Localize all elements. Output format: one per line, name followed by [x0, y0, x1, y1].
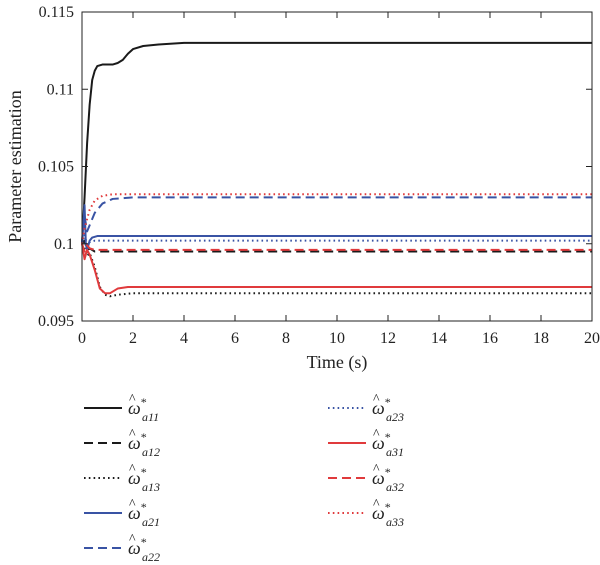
legend-hat: ^: [373, 427, 380, 442]
x-tick-label: 8: [282, 330, 290, 347]
legend-label: ω* a31: [372, 430, 404, 459]
legend-label: ω* a13: [128, 465, 160, 494]
series-line-a22: [81, 196, 592, 244]
y-tick-label: 0.115: [39, 4, 74, 21]
legend-item-a11: ω* a11^: [84, 392, 159, 424]
x-tick-label: 16: [482, 330, 498, 347]
series-line-a11: [81, 41, 592, 244]
x-tick-label: 0: [78, 330, 86, 347]
axes: 0 2 4 6 8 10 12 14 16 18 20 0.095 0.1 0.105 0.11 0.115: [38, 4, 600, 347]
legend-label: ω* a12: [128, 430, 160, 459]
series-line-a33: [81, 193, 592, 244]
x-tick-label: 20: [584, 330, 600, 347]
x-tick-label: 2: [129, 330, 137, 347]
plot-frame: [81, 11, 593, 322]
x-tick-label: 12: [380, 330, 396, 347]
series-line-a32: [81, 243, 592, 253]
legend-item-a31: ω* a31^: [328, 427, 404, 459]
plot-area: [81, 41, 592, 298]
legend-hat: ^: [373, 392, 380, 407]
legend-item-a32: ω* a32^: [328, 462, 404, 494]
legend-label: ω* a23: [372, 395, 404, 424]
legend-hat: ^: [129, 427, 136, 442]
legend-label: ω* a22: [128, 535, 160, 564]
legend-label: ω* a32: [372, 465, 404, 494]
legend-item-a21: ω* a21^: [84, 497, 160, 529]
legend-hat: ^: [129, 392, 136, 407]
legend-hat: ^: [373, 462, 380, 477]
legend-hat: ^: [129, 462, 136, 477]
legend-item-a13: ω* a13^: [84, 462, 160, 494]
y-tick-label: 0.1: [54, 236, 74, 253]
legend-item-a22: ω* a22^: [84, 532, 160, 564]
legend-hat: ^: [129, 532, 136, 547]
x-tick-label: 18: [533, 330, 549, 347]
x-tick-label: 10: [329, 330, 345, 347]
legend-hat: ^: [373, 497, 380, 512]
legend-hat: ^: [129, 497, 136, 512]
series-line-a21: [81, 204, 592, 251]
x-tick-label: 4: [180, 330, 188, 347]
x-tick-label: 6: [231, 330, 239, 347]
x-tick-label: 14: [431, 330, 447, 347]
y-tick-label: 0.11: [47, 81, 74, 98]
legend-item-a33: ω* a33^: [328, 497, 404, 529]
x-axis-title: Time (s): [307, 352, 368, 373]
series-line-a31: [81, 243, 592, 295]
y-tick-label: 0.105: [38, 159, 74, 176]
y-tick-label: 0.095: [38, 313, 74, 330]
legend-label: ω* a21: [128, 500, 160, 529]
legend: ω* a11^ω* a12^ω* a13^ω* a21^ω* a22^ω* a23^ω* a3…: [84, 392, 404, 564]
legend-item-a12: ω* a12^: [84, 427, 160, 459]
legend-label: ω* a11: [128, 395, 159, 424]
legend-label: ω* a33: [372, 500, 404, 529]
legend-item-a23: ω* a23^: [328, 392, 404, 424]
y-axis-title: Parameter estimation: [5, 90, 25, 242]
